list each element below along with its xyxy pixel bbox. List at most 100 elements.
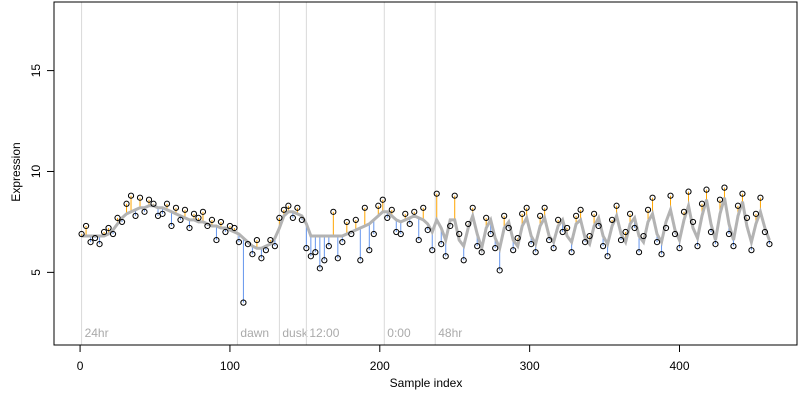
point	[159, 210, 166, 217]
point	[123, 200, 130, 207]
point	[622, 228, 629, 236]
point	[707, 228, 715, 236]
point	[510, 247, 517, 254]
point	[478, 249, 485, 256]
point	[78, 230, 85, 238]
point	[379, 196, 386, 203]
point	[334, 255, 341, 262]
point	[698, 200, 706, 207]
point	[694, 243, 701, 250]
point	[703, 186, 710, 193]
point	[541, 204, 548, 211]
point	[465, 220, 472, 228]
point	[766, 241, 773, 248]
point	[514, 234, 521, 242]
point	[177, 216, 184, 224]
point	[671, 230, 679, 238]
point	[307, 253, 314, 260]
point	[330, 208, 337, 215]
point	[644, 206, 652, 213]
y-tick-label: 5	[29, 269, 43, 276]
point	[141, 208, 148, 215]
point	[590, 210, 598, 217]
point	[217, 218, 225, 226]
point	[87, 239, 94, 246]
point	[231, 224, 238, 232]
point	[712, 241, 719, 248]
point	[271, 243, 278, 250]
point	[528, 241, 535, 248]
plot-frame	[53, 1, 798, 346]
point	[438, 241, 445, 248]
point	[96, 241, 103, 248]
point	[303, 245, 310, 252]
point	[244, 241, 252, 248]
point	[662, 224, 670, 232]
point	[384, 214, 391, 221]
point	[82, 222, 90, 230]
point	[685, 188, 692, 195]
point	[258, 255, 265, 262]
point	[532, 249, 539, 256]
point	[397, 230, 404, 238]
point	[132, 212, 139, 219]
event-label: 48hr	[438, 326, 462, 340]
point	[240, 299, 247, 306]
point	[721, 184, 728, 191]
point	[370, 230, 377, 238]
point	[276, 214, 283, 221]
event-label: 24hr	[85, 326, 109, 340]
point	[626, 210, 634, 217]
point	[505, 224, 512, 232]
point	[649, 194, 656, 201]
point	[352, 216, 359, 224]
x-tick-label: 200	[370, 359, 390, 373]
point	[285, 202, 292, 209]
point	[163, 200, 171, 207]
y-tick-label: 10	[29, 164, 43, 178]
point	[361, 204, 368, 211]
point	[411, 208, 418, 215]
point	[599, 243, 607, 250]
point	[546, 236, 553, 244]
point	[168, 222, 175, 230]
point	[460, 257, 467, 264]
point	[653, 239, 661, 246]
point	[555, 216, 562, 224]
point	[298, 216, 305, 224]
point	[586, 232, 593, 240]
x-axis-label: Sample index	[390, 376, 463, 390]
point	[559, 228, 566, 236]
point	[195, 214, 202, 221]
x-tick-label: 100	[220, 359, 240, 373]
point	[199, 208, 207, 215]
point	[109, 230, 117, 238]
point	[519, 210, 526, 217]
point	[469, 204, 476, 211]
point	[635, 249, 643, 256]
point	[748, 247, 755, 254]
point	[406, 220, 413, 228]
point	[658, 251, 665, 258]
point	[357, 257, 364, 264]
point	[316, 265, 323, 272]
point	[442, 253, 449, 260]
point	[186, 224, 193, 232]
point	[420, 204, 427, 211]
point	[689, 218, 697, 226]
point	[456, 230, 463, 238]
point	[613, 202, 620, 209]
point	[222, 228, 229, 236]
point	[739, 190, 746, 197]
point	[114, 214, 121, 221]
point	[680, 208, 688, 215]
point	[725, 230, 733, 238]
point	[105, 224, 112, 232]
point	[483, 214, 490, 221]
point	[564, 224, 571, 232]
point	[631, 224, 638, 232]
point	[366, 247, 373, 254]
point	[235, 239, 243, 246]
point	[492, 245, 499, 252]
